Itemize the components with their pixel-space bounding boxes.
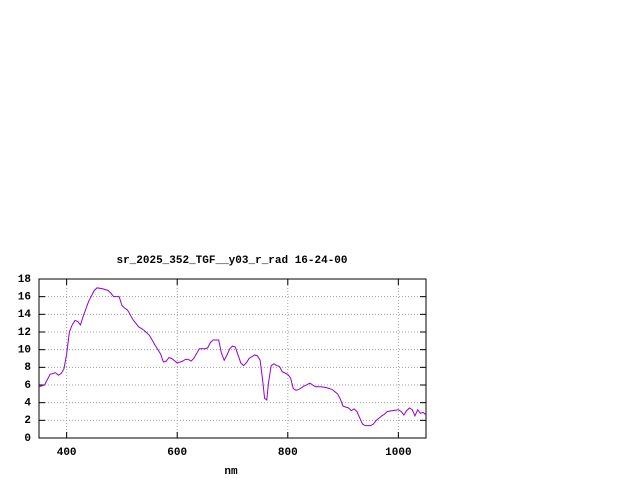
y-tick-label: 18: [18, 274, 32, 286]
chart-title: sr_2025_352_TGF__y03_r_rad 16-24-00: [116, 255, 347, 267]
x-tick-label: 400: [57, 447, 77, 459]
x-tick-label: 600: [167, 447, 187, 459]
y-tick-label: 12: [18, 327, 31, 339]
y-tick-label: 16: [18, 292, 31, 304]
plot-frame: [38, 278, 427, 439]
y-tick-label: 4: [24, 398, 31, 410]
y-tick-label: 0: [24, 433, 31, 445]
x-tick-label: 800: [278, 447, 298, 459]
y-tick-label: 10: [18, 345, 31, 357]
y-tick-label: 14: [18, 309, 32, 321]
y-tick-label: 2: [24, 415, 31, 427]
y-tick-label: 8: [24, 362, 31, 374]
x-axis-label: nm: [224, 466, 238, 478]
x-tick-label: 1000: [385, 447, 411, 459]
data-line: [38, 287, 427, 427]
y-tick-label: 6: [24, 380, 31, 392]
